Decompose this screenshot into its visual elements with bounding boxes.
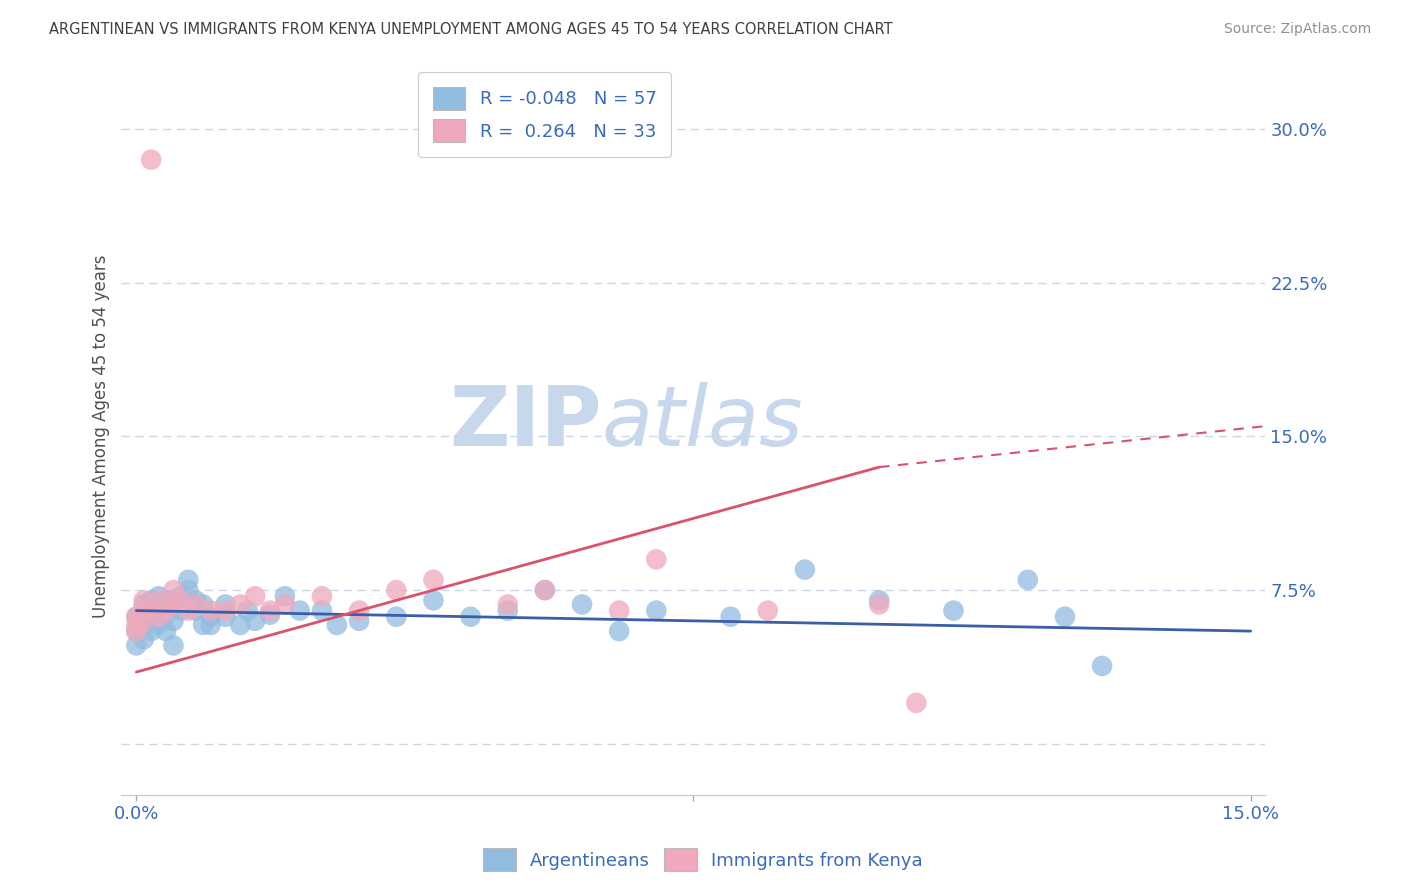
Point [214,609,236,624]
Point [534,583,557,598]
Point [177,583,200,598]
Point [1091,659,1114,673]
Point [191,618,214,632]
Point [148,604,170,618]
Point [214,604,236,618]
Point [496,598,519,612]
Point [155,604,177,618]
Point [125,609,148,624]
Legend: Argentineans, Immigrants from Kenya: Argentineans, Immigrants from Kenya [475,841,931,879]
Point [148,618,170,632]
Point [422,593,444,607]
Point [236,604,259,618]
Text: ZIP: ZIP [450,382,602,463]
Point [184,604,207,618]
Point [177,604,200,618]
Point [1053,609,1076,624]
Point [229,598,252,612]
Point [243,614,266,628]
Point [184,593,207,607]
Point [162,598,184,612]
Point [200,609,222,624]
Point [1017,573,1039,587]
Point [141,609,163,624]
Point [868,598,890,612]
Text: Source: ZipAtlas.com: Source: ZipAtlas.com [1223,22,1371,37]
Point [155,607,177,622]
Y-axis label: Unemployment Among Ages 45 to 54 years: Unemployment Among Ages 45 to 54 years [93,254,110,618]
Point [756,604,779,618]
Point [347,614,370,628]
Point [229,618,252,632]
Point [905,696,928,710]
Point [132,593,155,607]
Point [162,583,184,598]
Point [793,563,815,577]
Point [170,593,193,607]
Point [274,598,297,612]
Point [162,614,184,628]
Point [200,618,222,632]
Point [141,593,163,607]
Point [496,604,519,618]
Point [607,624,630,639]
Point [385,609,408,624]
Point [288,604,311,618]
Point [645,552,668,566]
Point [311,604,333,618]
Point [148,614,170,628]
Point [132,604,155,618]
Point [148,589,170,603]
Point [132,614,155,628]
Point [155,624,177,639]
Point [170,604,193,618]
Point [170,589,193,603]
Point [184,598,207,612]
Point [132,607,155,622]
Point [132,614,155,628]
Point [125,609,148,624]
Point [720,609,742,624]
Point [214,598,236,612]
Point [347,604,370,618]
Point [645,604,668,618]
Point [141,153,163,167]
Point [460,609,482,624]
Point [162,593,184,607]
Point [243,589,266,603]
Point [132,632,155,647]
Point [148,609,170,624]
Point [868,593,890,607]
Point [385,583,408,598]
Text: atlas: atlas [602,382,804,463]
Point [132,598,155,612]
Point [942,604,965,618]
Point [125,624,148,639]
Point [155,593,177,607]
Point [607,604,630,618]
Point [177,573,200,587]
Legend: R = -0.048   N = 57, R =  0.264   N = 33: R = -0.048 N = 57, R = 0.264 N = 33 [419,72,671,157]
Point [141,624,163,639]
Point [125,639,148,653]
Point [191,598,214,612]
Point [132,618,155,632]
Point [162,639,184,653]
Point [125,624,148,639]
Point [326,618,349,632]
Point [259,604,281,618]
Point [259,607,281,622]
Point [534,583,557,598]
Point [141,604,163,618]
Point [422,573,444,587]
Point [311,589,333,603]
Text: ARGENTINEAN VS IMMIGRANTS FROM KENYA UNEMPLOYMENT AMONG AGES 45 TO 54 YEARS CORR: ARGENTINEAN VS IMMIGRANTS FROM KENYA UNE… [49,22,893,37]
Point [571,598,593,612]
Point [125,618,148,632]
Point [274,589,297,603]
Point [148,593,170,607]
Point [200,604,222,618]
